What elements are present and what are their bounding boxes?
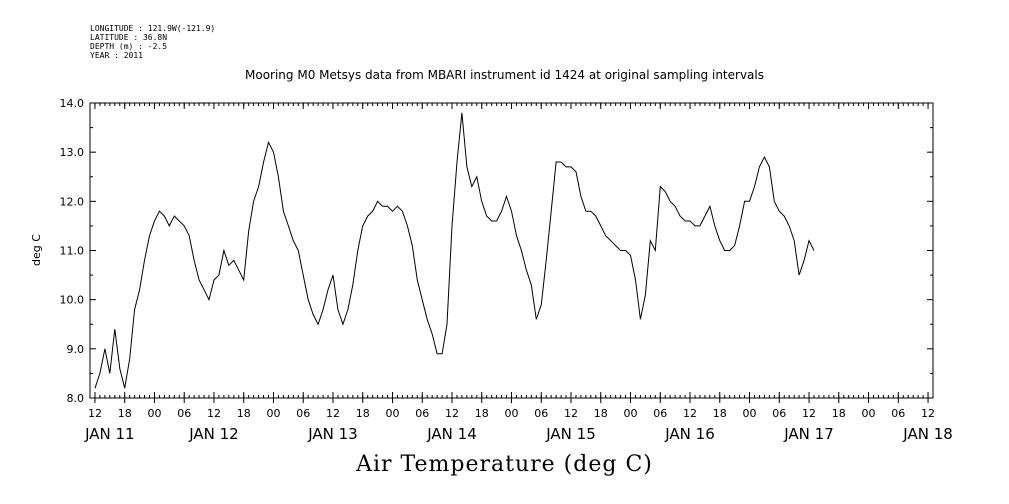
x-tick-label: 18 xyxy=(713,407,727,420)
x-axis-title: Air Temperature (deg C) xyxy=(356,452,653,477)
y-axis-label: deg C xyxy=(30,234,43,266)
x-tick-label: 00 xyxy=(505,407,519,420)
x-tick-label: 12 xyxy=(802,407,816,420)
x-tick-label: 06 xyxy=(415,407,429,420)
x-axis-ticks: 12 18 00 06 12 18 00 06 12 18 00 06 12 18 00 06 12 18 00 06… xyxy=(84,103,953,443)
chart-title: Mooring M0 Metsys data from MBARI instru… xyxy=(245,68,764,82)
day-label: JAN 11 xyxy=(84,425,135,443)
x-tick-label: 12 xyxy=(921,407,935,420)
day-label: JAN 12 xyxy=(188,425,239,443)
x-tick-label: 12 xyxy=(207,407,221,420)
y-tick-label: 9.0 xyxy=(67,343,85,356)
x-tick-label: 12 xyxy=(683,407,697,420)
x-tick-label: 06 xyxy=(534,407,548,420)
x-tick-label: 18 xyxy=(237,407,251,420)
longitude-label: LONGITUDE : 121.9W(-121.9) xyxy=(90,24,216,33)
day-label: JAN 15 xyxy=(545,425,596,443)
y-tick-label: 8.0 xyxy=(67,392,85,405)
x-tick-label: 06 xyxy=(177,407,191,420)
y-tick-label: 14.0 xyxy=(60,97,85,110)
x-tick-label: 06 xyxy=(891,407,905,420)
x-tick-label: 00 xyxy=(624,407,638,420)
day-label: JAN 13 xyxy=(307,425,358,443)
depth-label: DEPTH (m) : -2.5 xyxy=(90,42,168,51)
x-tick-label: 00 xyxy=(385,407,399,420)
x-tick-label: 12 xyxy=(88,407,102,420)
x-tick-label: 00 xyxy=(862,407,876,420)
x-tick-label: 18 xyxy=(594,407,608,420)
x-tick-label: 18 xyxy=(832,407,846,420)
x-tick-label: 00 xyxy=(147,407,161,420)
x-tick-label: 12 xyxy=(326,407,340,420)
x-tick-label: 12 xyxy=(445,407,459,420)
day-label: JAN 17 xyxy=(783,425,834,443)
y-tick-label: 10.0 xyxy=(60,294,85,307)
y-tick-label: 12.0 xyxy=(60,195,85,208)
year-label: YEAR : 2011 xyxy=(90,51,143,60)
y-tick-label: 13.0 xyxy=(60,146,85,159)
day-label: JAN 18 xyxy=(902,425,953,443)
x-tick-label: 00 xyxy=(743,407,757,420)
x-tick-label: 00 xyxy=(266,407,280,420)
x-tick-label: 18 xyxy=(118,407,132,420)
x-tick-label: 06 xyxy=(296,407,310,420)
x-tick-label: 06 xyxy=(772,407,786,420)
series-line xyxy=(94,112,815,389)
x-tick-label: 18 xyxy=(475,407,489,420)
day-label: JAN 16 xyxy=(664,425,715,443)
x-tick-label: 06 xyxy=(653,407,667,420)
day-label: JAN 14 xyxy=(426,425,477,443)
y-axis-ticks: 8.0 9.0 10.0 11.0 12.0 13.0 14.0 xyxy=(60,97,933,405)
x-tick-label: 12 xyxy=(564,407,578,420)
y-tick-label: 11.0 xyxy=(60,245,85,258)
x-tick-label: 18 xyxy=(356,407,370,420)
latitude-label: LATITUDE : 36.8N xyxy=(90,33,168,42)
